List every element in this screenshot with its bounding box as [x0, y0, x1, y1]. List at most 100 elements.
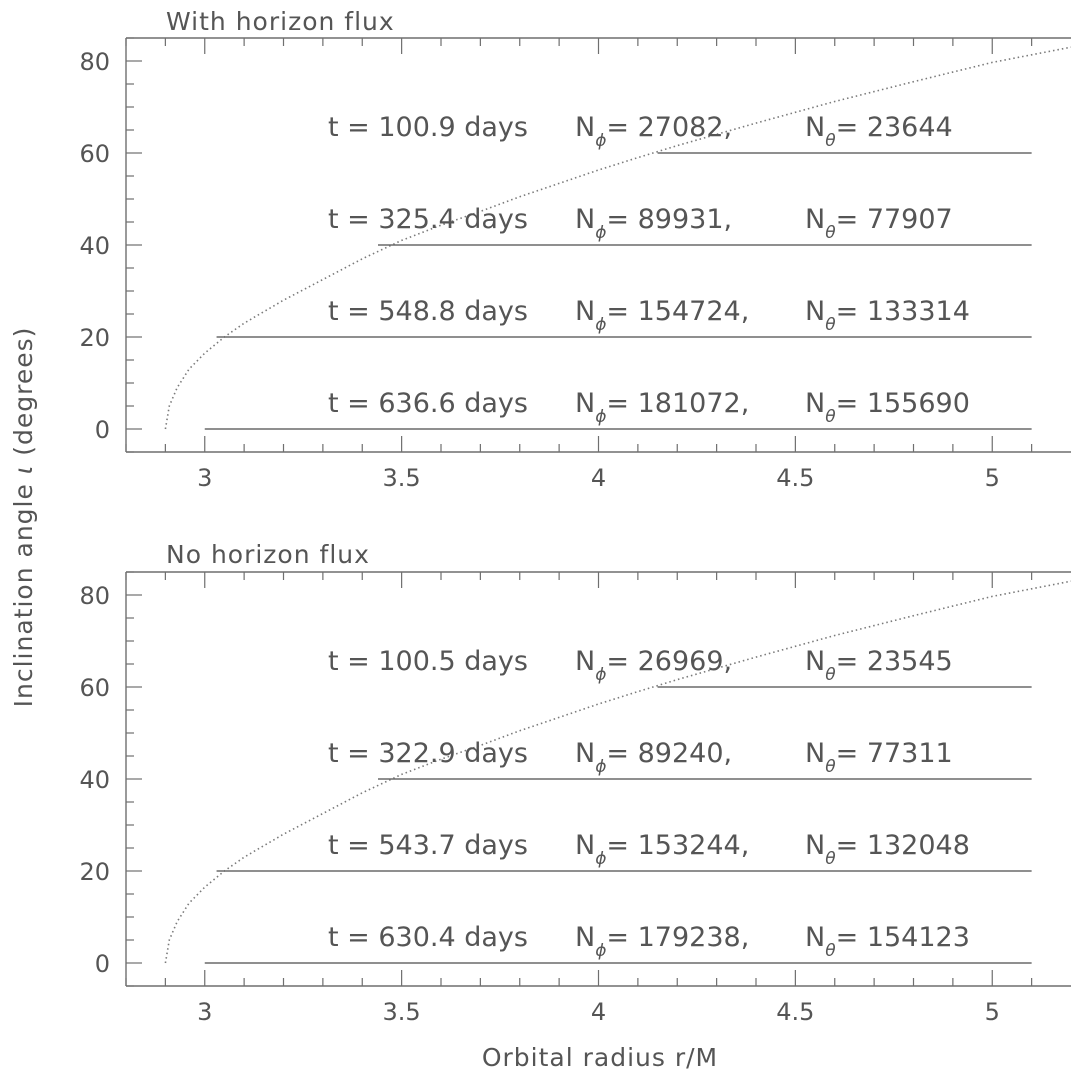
n-phi-subscript: ϕ [595, 849, 606, 869]
y-axis-title-part-2: (degrees) [9, 327, 38, 465]
n-theta-subscript: θ [825, 407, 836, 427]
n-phi-label: Nϕ= 89240, [575, 738, 732, 777]
y-axis-title-part-1: Inclination angle [9, 474, 38, 707]
time-label: t = 543.7 days [328, 830, 528, 861]
n-phi-value: = 27082, [606, 112, 732, 143]
y-tick-label: 0 [95, 416, 110, 444]
n-phi-subscript: ϕ [595, 941, 606, 961]
n-phi-label: Nϕ= 27082, [575, 112, 732, 151]
n-theta-value: = 77311 [836, 738, 953, 769]
n-theta-subscript: θ [825, 223, 836, 243]
n-theta-symbol: N [805, 204, 825, 235]
n-theta-subscript: θ [825, 131, 836, 151]
n-phi-symbol: N [575, 204, 595, 235]
separatrix-dotted-curve [164, 580, 1071, 964]
y-axis-title-iota: ι [9, 465, 38, 474]
y-tick-label: 20 [79, 324, 110, 352]
n-theta-subscript: θ [825, 757, 836, 777]
x-tick-label: 5 [985, 464, 1000, 492]
n-phi-value: = 89240, [606, 738, 732, 769]
x-tick-label: 4 [591, 998, 606, 1026]
x-tick-label: 3 [197, 998, 212, 1026]
y-axis-title: Inclination angle ι (degrees) [9, 327, 38, 708]
n-phi-value: = 89931, [606, 204, 732, 235]
n-theta-subscript: θ [825, 315, 836, 335]
x-tick-label: 5 [985, 998, 1000, 1026]
n-phi-subscript: ϕ [595, 407, 606, 427]
n-phi-symbol: N [575, 830, 595, 861]
time-label: t = 636.6 days [328, 388, 528, 419]
x-tick-label: 4.5 [776, 998, 814, 1026]
n-phi-label: Nϕ= 26969, [575, 646, 732, 685]
n-phi-label: Nϕ= 181072, [575, 388, 749, 427]
x-tick-label: 3.5 [383, 998, 421, 1026]
n-theta-label: Nθ= 77907 [805, 204, 953, 243]
n-phi-label: Nϕ= 89931, [575, 204, 732, 243]
n-phi-symbol: N [575, 738, 595, 769]
n-theta-label: Nθ= 23644 [805, 112, 953, 151]
panel-title: With horizon flux [166, 7, 395, 36]
time-label: t = 100.5 days [328, 646, 528, 677]
n-theta-symbol: N [805, 112, 825, 143]
n-theta-value: = 155690 [836, 388, 970, 419]
x-tick-label: 3.5 [383, 464, 421, 492]
panel-with-horizon-flux: With horizon flux 3 3.5 4 4.5 5 0 20 40 60 80 t = 1… [79, 7, 1071, 492]
time-label: t = 322.9 days [328, 738, 528, 769]
y-tick-label: 40 [79, 232, 110, 260]
n-theta-label: Nθ= 133314 [805, 296, 970, 335]
n-phi-value: = 153244, [606, 830, 749, 861]
y-tick-label: 80 [79, 48, 110, 76]
n-theta-subscript: θ [825, 849, 836, 869]
n-theta-subscript: θ [825, 665, 836, 685]
n-theta-label: Nθ= 77311 [805, 738, 953, 777]
n-theta-value: = 154123 [836, 922, 970, 953]
x-axis-title: Orbital radius r/M [482, 1043, 718, 1072]
n-theta-symbol: N [805, 296, 825, 327]
panel-title: No horizon flux [166, 540, 370, 569]
time-label: t = 100.9 days [328, 112, 528, 143]
time-label: t = 630.4 days [328, 922, 528, 953]
n-theta-value: = 132048 [836, 830, 970, 861]
n-phi-label: Nϕ= 179238, [575, 922, 749, 961]
y-tick-label: 80 [79, 582, 110, 610]
n-theta-subscript: θ [825, 941, 836, 961]
n-phi-value: = 26969, [606, 646, 732, 677]
n-phi-label: Nϕ= 153244, [575, 830, 749, 869]
n-theta-value: = 23545 [836, 646, 953, 677]
n-phi-symbol: N [575, 388, 595, 419]
n-phi-label: Nϕ= 154724, [575, 296, 749, 335]
n-phi-value: = 181072, [606, 388, 749, 419]
y-tick-label: 40 [79, 766, 110, 794]
n-phi-value: = 154724, [606, 296, 749, 327]
n-theta-label: Nθ= 155690 [805, 388, 970, 427]
n-phi-symbol: N [575, 646, 595, 677]
n-phi-value: = 179238, [606, 922, 749, 953]
n-phi-subscript: ϕ [595, 315, 606, 335]
n-theta-value: = 77907 [836, 204, 953, 235]
n-theta-label: Nθ= 154123 [805, 922, 970, 961]
n-phi-subscript: ϕ [595, 223, 606, 243]
y-tick-label: 60 [79, 674, 110, 702]
panel-no-horizon-flux: No horizon flux 3 3.5 4 4.5 5 0 20 40 60 80 t = 100… [79, 540, 1071, 1026]
n-phi-subscript: ϕ [595, 665, 606, 685]
n-phi-subscript: ϕ [595, 131, 606, 151]
n-phi-symbol: N [575, 296, 595, 327]
n-theta-label: Nθ= 132048 [805, 830, 970, 869]
time-label: t = 548.8 days [328, 296, 528, 327]
y-tick-label: 60 [79, 140, 110, 168]
n-theta-symbol: N [805, 922, 825, 953]
time-label: t = 325.4 days [328, 204, 528, 235]
x-tick-label: 4 [591, 464, 606, 492]
n-phi-symbol: N [575, 922, 595, 953]
n-theta-symbol: N [805, 388, 825, 419]
n-theta-value: = 23644 [836, 112, 953, 143]
n-theta-symbol: N [805, 646, 825, 677]
n-phi-symbol: N [575, 112, 595, 143]
n-phi-subscript: ϕ [595, 757, 606, 777]
x-tick-label: 4.5 [776, 464, 814, 492]
y-tick-label: 0 [95, 950, 110, 978]
n-theta-label: Nθ= 23545 [805, 646, 953, 685]
n-theta-symbol: N [805, 830, 825, 861]
n-theta-symbol: N [805, 738, 825, 769]
